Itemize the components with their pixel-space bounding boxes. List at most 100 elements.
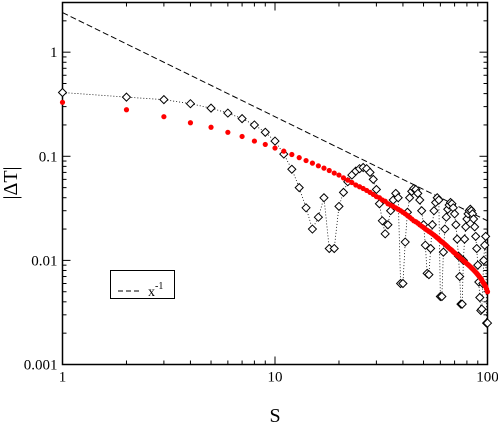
red-dot-marker bbox=[161, 114, 167, 120]
diamond-marker bbox=[469, 222, 480, 232]
diamond-marker bbox=[427, 220, 438, 230]
red-dot-marker bbox=[251, 138, 258, 144]
diamond-marker bbox=[57, 87, 68, 98]
y-tick-label: 0.1 bbox=[39, 149, 58, 165]
diamond-marker bbox=[294, 182, 304, 193]
axis-ticks bbox=[62, 2, 488, 365]
diamond-marker bbox=[457, 299, 467, 309]
red-dot-marker bbox=[208, 124, 214, 130]
red-dot-marker bbox=[349, 179, 355, 186]
red-dot-marker bbox=[331, 170, 337, 176]
x-axis-title: S bbox=[269, 405, 280, 427]
diamond-marker bbox=[461, 222, 471, 232]
diamond-marker bbox=[159, 94, 169, 105]
legend-box bbox=[110, 270, 175, 299]
axis-tick-labels: 1 10 100 0.001 0.01 0.1 1 bbox=[24, 45, 498, 385]
red-dot-marker bbox=[272, 145, 278, 151]
red-dot-marker bbox=[187, 120, 194, 126]
diamond-marker bbox=[319, 193, 329, 203]
red-dot-marker bbox=[336, 172, 342, 178]
diamond-marker bbox=[329, 243, 339, 254]
diamond-marker bbox=[383, 220, 393, 230]
diamond-marker bbox=[237, 113, 247, 124]
diamond-marker bbox=[365, 167, 375, 178]
diamond-marker bbox=[452, 234, 462, 244]
diamond-marker bbox=[475, 292, 485, 303]
diamond-marker bbox=[380, 229, 390, 239]
legend: x-1 bbox=[110, 270, 175, 300]
diamond-marker bbox=[377, 216, 388, 226]
diamond-marker bbox=[313, 212, 324, 222]
diamond-marker bbox=[371, 184, 382, 195]
red-dot-marker bbox=[281, 148, 287, 154]
diamond-marker bbox=[260, 127, 270, 137]
diamond-marker bbox=[415, 195, 425, 205]
diamond-marker bbox=[424, 269, 434, 280]
diamond-marker bbox=[301, 203, 311, 213]
diamond-marker bbox=[368, 174, 378, 185]
red-dot-marker bbox=[309, 160, 316, 166]
red-dot-marker bbox=[225, 129, 231, 135]
diamond-marker bbox=[270, 136, 280, 146]
diamond-marker bbox=[287, 164, 297, 174]
legend-label: x-1 bbox=[148, 281, 163, 300]
diamond-marker bbox=[437, 291, 447, 302]
red-dot-marker bbox=[123, 107, 130, 113]
red-dot-marker bbox=[340, 175, 347, 181]
legend-label-base: x bbox=[148, 285, 155, 300]
reference-line-x-inverse bbox=[62, 12, 488, 222]
diamond-marker bbox=[398, 278, 408, 289]
red-dot-marker bbox=[326, 167, 332, 174]
diamond-marker bbox=[451, 220, 461, 230]
diamond-marker bbox=[121, 92, 132, 102]
diamond-marker bbox=[438, 247, 449, 257]
diamond-marker bbox=[206, 103, 216, 113]
diamond-marker bbox=[482, 318, 493, 328]
diamond-marker bbox=[223, 108, 233, 118]
diamond-marker bbox=[425, 243, 436, 254]
diamond-marker bbox=[459, 234, 470, 244]
legend-label-exponent: -1 bbox=[155, 281, 163, 292]
diamond-marker bbox=[249, 120, 260, 130]
diamond-marker bbox=[440, 224, 450, 234]
diamond-marker bbox=[393, 193, 403, 203]
diamond-marker bbox=[334, 201, 344, 212]
red-dot-marker bbox=[296, 155, 302, 161]
y-tick-label: 0.01 bbox=[31, 253, 57, 269]
red-dot-marker bbox=[321, 165, 327, 171]
diamond-marker bbox=[307, 224, 318, 234]
diamond-marker bbox=[472, 243, 482, 254]
red-dot-marker bbox=[239, 133, 245, 140]
red-dot-marker bbox=[289, 151, 295, 158]
diamond-marker bbox=[479, 240, 490, 250]
diamond-marker bbox=[455, 271, 465, 282]
y-tick-label: 0.001 bbox=[24, 358, 58, 374]
red-dot-marker bbox=[345, 177, 351, 183]
red-dot-marker bbox=[59, 99, 66, 105]
diamond-marker bbox=[477, 304, 487, 314]
diamond-marker bbox=[468, 214, 479, 224]
diamond-marker bbox=[416, 206, 427, 216]
diamond-marker bbox=[400, 237, 410, 247]
diamond-marker bbox=[449, 209, 460, 219]
x-tick-label: 100 bbox=[476, 370, 498, 386]
diamond-marker bbox=[338, 187, 349, 198]
red-dot-marker bbox=[303, 157, 309, 164]
red-dot-marker bbox=[315, 163, 321, 169]
x-tick-label: 10 bbox=[268, 370, 283, 386]
red-dot-marker bbox=[262, 141, 268, 148]
diamond-marker bbox=[479, 255, 489, 266]
diamond-marker bbox=[480, 231, 491, 242]
diamond-marker bbox=[470, 231, 481, 242]
diamond-marker bbox=[429, 206, 439, 216]
y-tick-label: 1 bbox=[50, 45, 58, 61]
x-tick-label: 1 bbox=[59, 370, 67, 386]
diamond-marker bbox=[473, 260, 483, 270]
diamond-marker bbox=[441, 212, 452, 222]
plot-area bbox=[57, 12, 493, 328]
diamond-marker bbox=[434, 195, 444, 205]
y-axis-title: |ΔT| bbox=[0, 166, 22, 199]
red-dot-marker bbox=[484, 289, 491, 295]
